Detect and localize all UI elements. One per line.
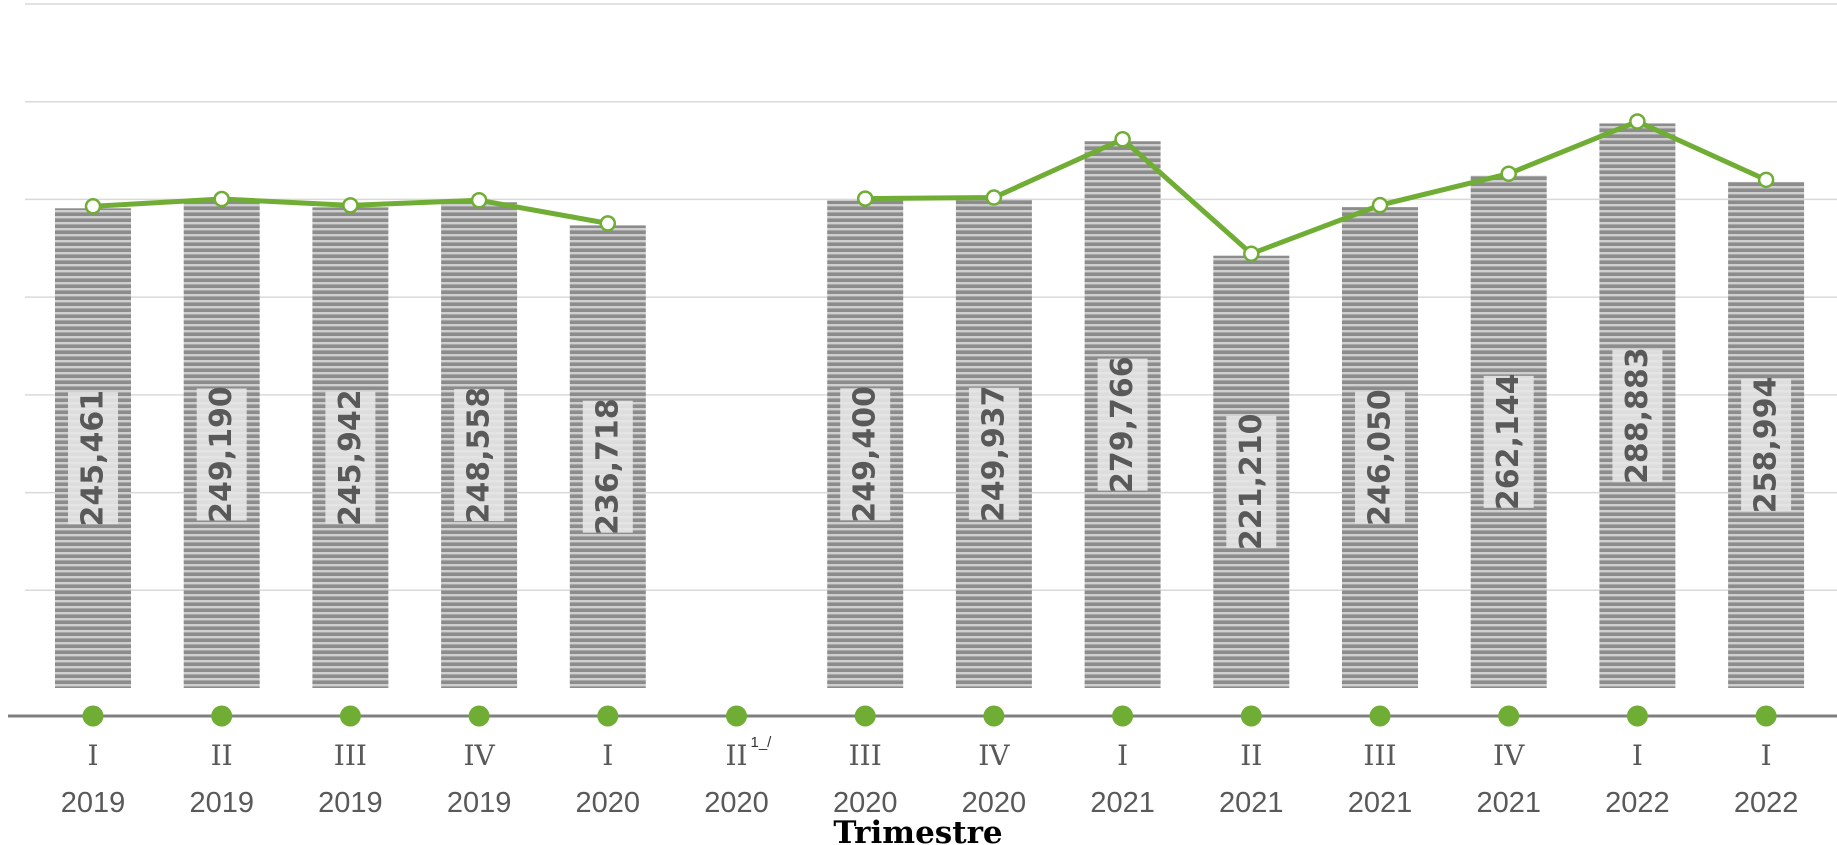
series-line [865,118,1768,257]
data-label-box [840,388,891,521]
axis-dot [1755,705,1777,727]
data-label: 245,942 [333,389,368,526]
tick-label-year: 2020 [576,787,641,819]
tick-label-year: 2021 [1348,787,1413,819]
tick-label-year: 2020 [962,787,1027,819]
tick-label-year: 2019 [447,787,512,819]
data-label: 249,400 [848,386,883,523]
tick-label-year: 2019 [61,787,126,819]
tick-label-quarter: II [1240,739,1262,772]
axis-dot [82,705,104,727]
tick-label-year: 2022 [1605,787,1670,819]
data-label: 258,994 [1749,377,1784,514]
data-label-box [1097,358,1148,491]
series-point [599,215,617,232]
data-label-box [582,400,633,533]
axis-dot [597,705,619,727]
tick-label-quarter: II [211,739,233,772]
bars: 245,461 249,190 245,942 248,558 236,718 249,4… [55,123,1805,689]
tick-label-quarter: I [1117,739,1128,772]
series-point [1371,196,1389,214]
axis-dot [1369,705,1391,727]
data-label-box [68,392,118,525]
x-axis-title: Trimestre [833,815,1002,845]
data-label: 279,766 [1105,356,1140,493]
tick-label-year: 2021 [1476,787,1541,819]
axis-dot [1240,705,1262,727]
tick-label-quarter: IV [978,739,1010,772]
data-label: 245,461 [76,390,111,527]
data-label-box [454,389,505,522]
data-label: 221,210 [1234,414,1269,551]
tick-label-quarter: I [1761,739,1772,772]
axis-dot [1498,705,1520,727]
data-label: 288,883 [1620,347,1655,484]
series-point [84,198,102,215]
axis-dot [726,705,747,727]
tick-label-year: 2020 [704,787,769,819]
series-point [342,197,359,214]
series-point [1114,131,1131,148]
series-point [213,190,230,208]
data-label-box [1355,391,1405,524]
data-label: 248,558 [462,387,497,524]
series-point [1629,113,1646,130]
data-label-box [1612,349,1663,482]
tick-label-quarter: IV [463,739,495,772]
series-point [856,190,874,207]
axis-dot [468,705,490,727]
tick-label-year: 2019 [318,787,383,819]
axis-dot [339,705,361,727]
data-label: 236,718 [590,398,625,535]
trend-line [84,113,1775,262]
tick-footnote-marker: 1_/ [751,734,773,751]
tick-label-year: 2019 [189,787,254,819]
tick-label-year: 2020 [833,787,898,819]
series-point [1243,245,1260,262]
tick-label-quarter: III [849,739,882,772]
data-label: 262,144 [1491,374,1526,511]
data-label-box [1483,375,1534,508]
axis-dot [1626,705,1648,727]
axis-dot [211,705,233,727]
axis-dot [854,705,876,727]
tick-label-year: 2022 [1734,787,1799,819]
tick-label-year: 2021 [1090,787,1155,819]
data-label-box [1741,378,1792,511]
tick-label-quarter: III [334,739,367,772]
series-point [1500,165,1517,182]
data-label-box [196,388,247,521]
data-label-box [1226,415,1277,548]
tick-label-quarter: II [725,739,747,772]
tick-label-quarter: I [1632,739,1643,772]
axis-dot [983,705,1005,727]
data-label: 249,937 [976,385,1011,522]
series-point [1757,171,1775,189]
data-label: 249,190 [204,386,239,523]
data-label: 246,050 [1363,389,1398,526]
tick-label-year: 2021 [1219,787,1284,819]
data-label-box [325,391,376,524]
tick-label-quarter: I [87,739,98,772]
tick-label-quarter: IV [1493,739,1525,772]
series-point [985,189,1003,206]
x-axis: I2019II2019III2019IV2019I2020II20201_/II… [8,705,1837,819]
axis-dot [1112,705,1134,727]
gridlines [25,3,1837,592]
tick-label-quarter: I [602,739,613,772]
series-point [470,191,488,209]
tick-label-quarter: III [1363,739,1396,772]
data-label-box [968,387,1019,520]
